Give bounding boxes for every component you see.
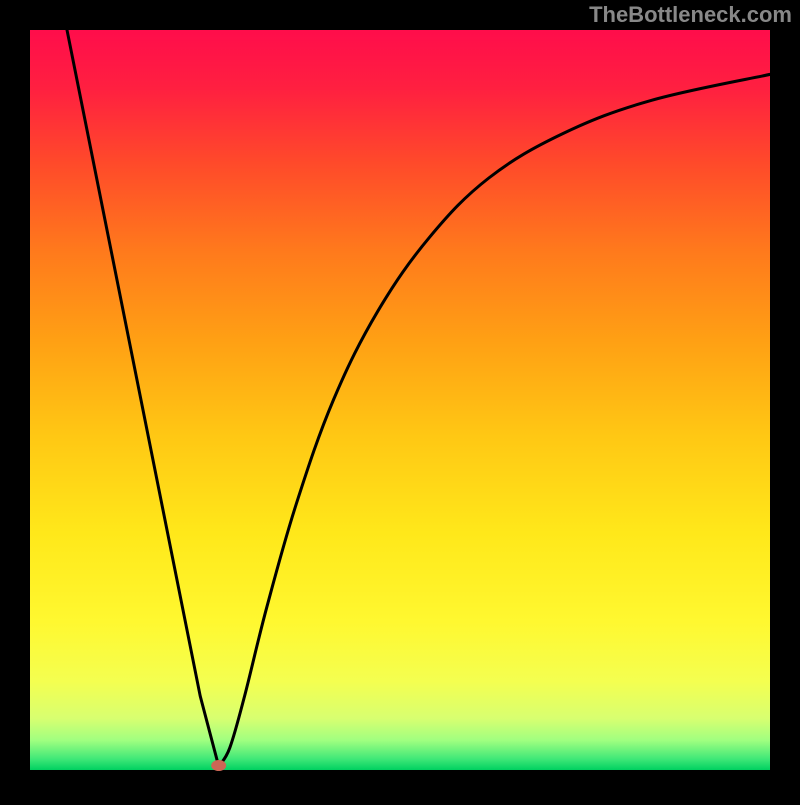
- optimum-marker: [212, 761, 226, 771]
- watermark-text: TheBottleneck.com: [589, 2, 792, 28]
- bottleneck-chart: [0, 0, 800, 800]
- chart-container: TheBottleneck.com: [0, 0, 800, 800]
